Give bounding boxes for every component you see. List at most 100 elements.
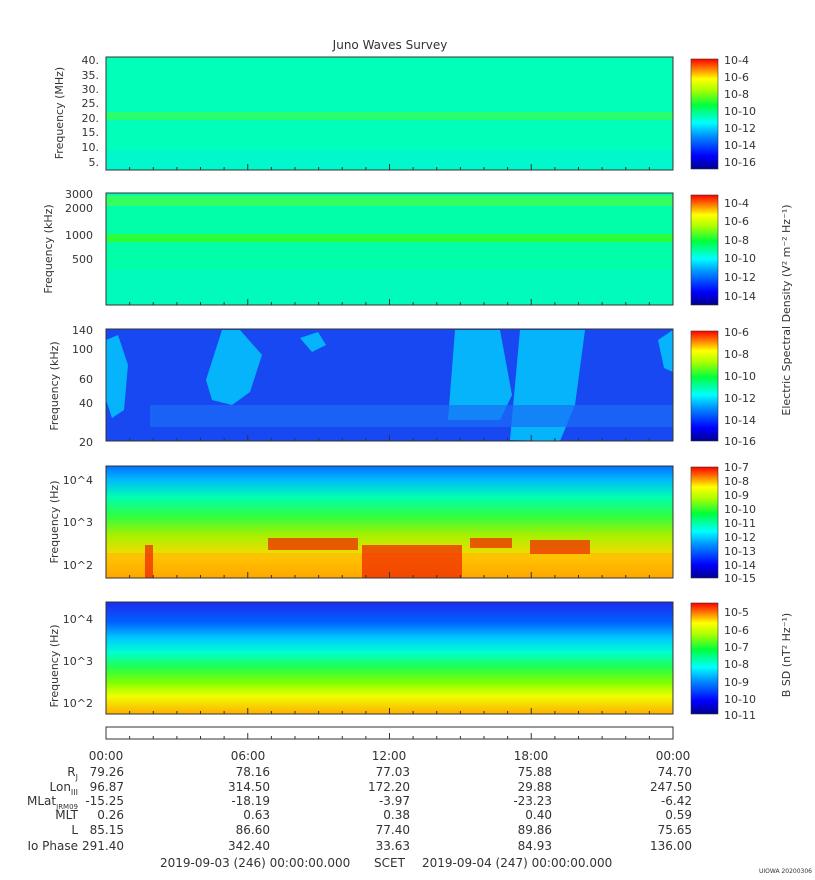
colorbar-tick: 10-10: [724, 693, 756, 706]
panel-4-ytick: 10^3: [63, 516, 93, 529]
ephemeris-value: 96.87: [90, 780, 124, 794]
panel-3-ytick: 140: [72, 324, 93, 337]
ephemeris-value: 136.00: [650, 839, 692, 853]
panel-2-colorbar-ticks: 10-4 10-6 10-8 10-10 10-12 10-14: [724, 197, 756, 303]
ephemeris-value: 0.26: [97, 808, 124, 822]
ephemeris-label: RJ: [67, 765, 78, 782]
panel-4-colorbar: [690, 466, 719, 579]
panel-1: Frequency (MHz) 40. 35. 30. 25. 20. 15. …: [53, 54, 756, 171]
panel-1-band-21mhz: [106, 112, 673, 120]
panel-3-colorbar-ticks: 10-6 10-8 10-10 10-12 10-14 10-16: [724, 326, 756, 448]
ephemeris-value: -18.19: [231, 794, 270, 808]
ephemeris-value: 314.50: [228, 780, 270, 794]
panel-5-spectrogram: [106, 602, 673, 714]
panel-2-ytick: 500: [72, 253, 93, 266]
ephemeris-value: 85.15: [90, 823, 124, 837]
colorbar-tick: 10-16: [724, 156, 756, 169]
ephemeris-value: -15.25: [85, 794, 124, 808]
ephemeris-label: L: [71, 823, 78, 837]
colorbar-tick: 10-6: [724, 326, 749, 339]
panel-3: Frequency (kHz) 140 100 60 40 20 Electri…: [48, 204, 793, 449]
footer-start-time: 2019-09-03 (246) 00:00:00.000: [160, 856, 350, 870]
ephemeris-value: 342.40: [228, 839, 270, 853]
ephemeris-row-l: L 85.15 86.60 77.40 89.86 75.65: [71, 823, 692, 837]
colorbar-tick: 10-14: [724, 414, 756, 427]
panel-4-ytick: 10^4: [63, 474, 93, 487]
x-tick-label: 00:00: [89, 749, 124, 763]
panel-5-ytick: 10^2: [63, 697, 93, 710]
colorbar-tick: 10-16: [724, 435, 756, 448]
ephemeris-value: 33.63: [376, 839, 410, 853]
panel-1-ytick: 5.: [89, 156, 100, 169]
panel-5: Frequency (Hz) 10^4 10^3 10^2 B SD (nT² …: [48, 601, 793, 722]
colorbar-tick: 10-14: [724, 139, 756, 152]
panel-4-ylabel: Frequency (Hz): [48, 481, 61, 564]
panel-2-ylabel: Frequency (kHz): [42, 204, 55, 293]
ephemeris-value: 84.93: [518, 839, 552, 853]
panel-1-ytick: 10.: [82, 141, 100, 154]
panel-1-ytick: 15.: [82, 126, 100, 139]
panel-1-colorbar: [690, 58, 719, 170]
ephemeris-value: 172.20: [368, 780, 410, 794]
ephemeris-label: MLatJRM09: [27, 794, 78, 811]
colorbar-tick: 10-6: [724, 71, 749, 84]
colorbar-tick: 10-8: [724, 348, 749, 361]
footer-scet: SCET: [374, 856, 406, 870]
colorbar-tick: 10-9: [724, 676, 749, 689]
ephemeris-table: RJ 79.26 78.16 77.03 75.88 74.70 LonIII …: [27, 765, 692, 853]
ephemeris-value: -23.23: [513, 794, 552, 808]
ephemeris-value: 291.40: [82, 839, 124, 853]
panel-3-ytick: 40: [79, 397, 93, 410]
ephemeris-value: 89.86: [518, 823, 552, 837]
panel-5-ytick: 10^3: [63, 655, 93, 668]
panel-2-ytick: 1000: [65, 229, 93, 242]
panel-2-band-2500khz: [106, 196, 673, 206]
burst-4: [448, 330, 512, 420]
panel-5-colorbar: [690, 602, 719, 715]
panel-2-yticks: 3000 2000 1000 500: [65, 188, 93, 266]
colorbar-tick: 10-5: [724, 606, 749, 619]
colorbar-tick: 10-14: [724, 559, 756, 572]
ephemeris-value: 79.26: [90, 765, 124, 779]
ephemeris-label: MLT: [55, 808, 78, 822]
panel-3-band-25khz: [150, 405, 673, 427]
panel-2-ytick: 3000: [65, 188, 93, 201]
panel-5-ytick: 10^4: [63, 613, 93, 626]
panel-1-yticks: 40. 35. 30. 25. 20. 15. 10. 5.: [82, 54, 100, 169]
panel-3-ytick: 100: [72, 343, 93, 356]
panel-1-ytick: 25.: [82, 97, 100, 110]
ephemeris-value: 0.63: [243, 808, 270, 822]
panel-4-ytick: 10^2: [63, 559, 93, 572]
burst-6: [658, 330, 673, 372]
panel-3-colorbar: [690, 330, 719, 442]
burst-2: [206, 330, 262, 405]
ephemeris-value: -6.42: [661, 794, 692, 808]
colorbar-tick: 10-11: [724, 709, 756, 722]
panel-1-colorbar-ticks: 10-4 10-6 10-8 10-10 10-12 10-14 10-16: [724, 54, 756, 169]
panel-2-colorbar: [690, 194, 719, 306]
colorbar-tick: 10-8: [724, 234, 749, 247]
footer-stamp: UIOWA 20200306: [759, 868, 812, 875]
colorbar-tick: 10-10: [724, 252, 756, 265]
ephemeris-value: 29.88: [518, 780, 552, 794]
panel-2: Frequency (kHz) 3000 2000 1000 500 10-4 …: [42, 188, 756, 306]
panel-4-colorbar-ticks: 10-7 10-8 10-9 10-10 10-11 10-12 10-13 1…: [724, 461, 756, 585]
ephemeris-value: 75.88: [518, 765, 552, 779]
panel-3-ylabel: Frequency (kHz): [48, 341, 61, 430]
footer-end-time: 2019-09-04 (247) 00:00:00.000: [422, 856, 612, 870]
colorbar-tick: 10-10: [724, 503, 756, 516]
ephemeris-value: 86.60: [236, 823, 270, 837]
colorbar-tick: 10-14: [724, 290, 756, 303]
patch: [530, 540, 590, 554]
ephemeris-row-rj: RJ 79.26 78.16 77.03 75.88 74.70: [67, 765, 692, 782]
colorbar-tick: 10-10: [724, 105, 756, 118]
colorbar-tick: 10-12: [724, 392, 756, 405]
x-tick-label: 00:00: [656, 749, 691, 763]
colorbar-tick: 10-12: [724, 531, 756, 544]
patch: [268, 538, 358, 550]
x-tick-label: 06:00: [231, 749, 266, 763]
colorbar-tick: 10-6: [724, 215, 749, 228]
colorbar-tick: 10-7: [724, 461, 749, 474]
colorbar-tick: 10-4: [724, 197, 749, 210]
